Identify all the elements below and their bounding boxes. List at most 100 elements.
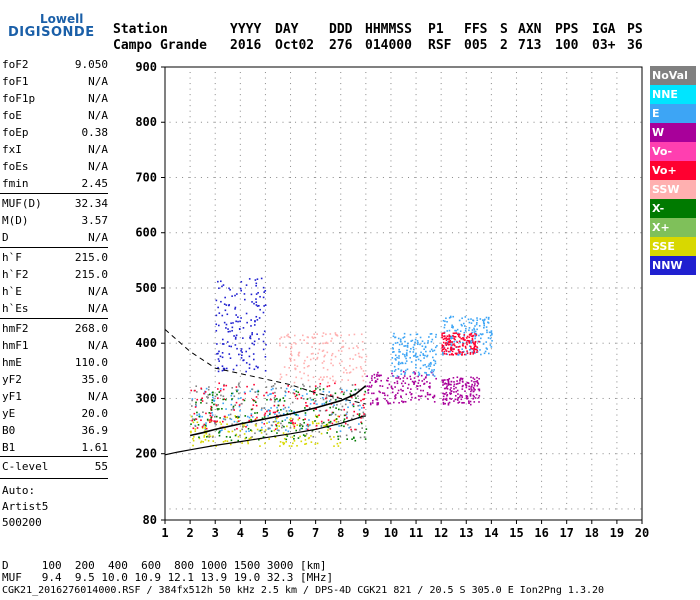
- grid-dot: [546, 232, 548, 234]
- grid-dot: [552, 121, 554, 123]
- echo-point: [474, 397, 477, 399]
- grid-dot: [566, 337, 568, 339]
- grid-dot: [541, 259, 543, 261]
- grid-dot: [541, 293, 543, 294]
- echo-point: [350, 390, 353, 392]
- grid-dot: [591, 453, 593, 455]
- echo-point: [219, 431, 221, 434]
- grid-dot: [390, 480, 392, 482]
- param-foF1: foF1 N/A: [2, 75, 108, 88]
- echo-point: [275, 425, 278, 427]
- echo-point: [218, 432, 220, 434]
- grid-dot: [566, 497, 568, 499]
- echo-point: [444, 337, 446, 340]
- echo-point: [270, 407, 272, 409]
- grid-dot: [465, 364, 467, 366]
- echo-point: [280, 376, 283, 378]
- echo-point: [380, 374, 382, 377]
- grid-dot: [365, 359, 367, 361]
- echo-point: [418, 373, 421, 375]
- grid-dot: [490, 431, 492, 433]
- grid-dot: [465, 309, 467, 311]
- grid-dot: [365, 381, 367, 383]
- echo-point: [192, 421, 195, 424]
- grid-dot: [365, 121, 367, 123]
- grid-dot: [591, 99, 593, 101]
- grid-dot: [365, 409, 367, 411]
- grid-dot: [408, 453, 410, 455]
- echo-point: [312, 390, 315, 393]
- grid-dot: [239, 149, 241, 151]
- echo-point: [454, 398, 457, 401]
- grid-dot: [189, 409, 191, 411]
- grid-dot: [351, 453, 353, 455]
- echo-point: [279, 445, 281, 447]
- grid-dot: [515, 497, 517, 499]
- grid-dot: [290, 237, 292, 239]
- echo-point: [321, 362, 324, 364]
- echo-point: [400, 369, 403, 372]
- grid-dot: [188, 397, 190, 399]
- echo-point: [274, 398, 276, 401]
- grid-dot: [515, 77, 517, 79]
- echo-point: [435, 377, 437, 380]
- echo-point: [249, 390, 252, 393]
- grid-dot: [382, 342, 384, 344]
- echo-point: [401, 400, 403, 403]
- echo-point: [285, 387, 288, 390]
- grid-dot: [541, 326, 543, 328]
- echo-point: [346, 438, 349, 440]
- echo-point: [196, 421, 199, 424]
- echo-point: [191, 398, 194, 400]
- echo-point: [236, 347, 238, 350]
- grid-dot: [315, 221, 317, 223]
- echo-point: [443, 383, 446, 385]
- grid-dot: [395, 232, 397, 234]
- echo-point: [486, 331, 488, 334]
- echo-point: [296, 397, 299, 400]
- echo-point: [252, 353, 255, 355]
- grid-dot: [390, 491, 392, 493]
- echo-point: [358, 423, 360, 425]
- echo-point: [209, 419, 211, 421]
- echo-point: [378, 390, 380, 393]
- echo-point: [442, 398, 445, 400]
- grid-dot: [616, 475, 618, 477]
- echo-point: [339, 388, 342, 390]
- grid-dot: [451, 287, 453, 289]
- echo-point: [318, 414, 320, 417]
- grid-dot: [602, 176, 604, 178]
- grid-dot: [445, 453, 447, 455]
- echo-point: [461, 353, 463, 356]
- grid-dot: [520, 397, 522, 399]
- grid-dot: [591, 281, 593, 283]
- grid-dot: [189, 276, 191, 278]
- grid-dot: [290, 298, 292, 300]
- echo-point: [322, 398, 325, 401]
- grid-dot: [340, 392, 342, 394]
- echo-point: [245, 426, 247, 428]
- echo-point: [240, 280, 243, 283]
- echo-point: [465, 386, 468, 389]
- echo-point: [261, 429, 263, 431]
- grid-dot: [290, 188, 292, 190]
- grid-dot: [326, 176, 328, 178]
- echo-point: [433, 364, 435, 366]
- grid-dot: [264, 453, 266, 455]
- grid-dot: [315, 248, 317, 250]
- grid-dot: [490, 397, 492, 399]
- echo-point: [222, 440, 225, 443]
- grid-dot: [440, 226, 442, 228]
- echo-point: [272, 411, 275, 414]
- grid-dot: [445, 121, 447, 123]
- grid-dot: [239, 281, 241, 283]
- grid-dot: [239, 491, 241, 493]
- echo-point: [443, 347, 446, 349]
- grid-dot: [313, 121, 315, 123]
- echo-point: [336, 431, 338, 433]
- grid-dot: [408, 232, 410, 234]
- grid-dot: [340, 116, 342, 118]
- echo-point: [253, 324, 256, 326]
- echo-point: [360, 333, 363, 336]
- grid-dot: [591, 298, 593, 300]
